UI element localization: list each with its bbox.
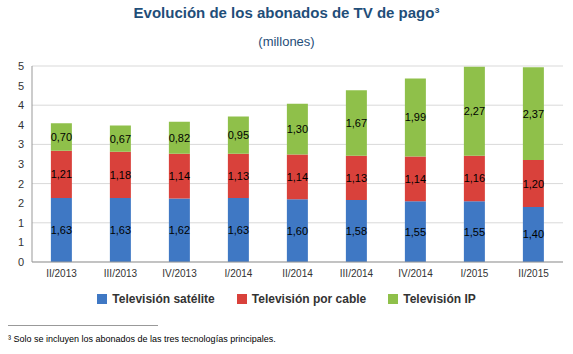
svg-text:0,82: 0,82	[169, 132, 190, 144]
svg-text:1,13: 1,13	[346, 172, 367, 184]
svg-text:1,13: 1,13	[228, 170, 249, 182]
svg-text:3: 3	[18, 138, 24, 150]
svg-text:2,37: 2,37	[523, 108, 544, 120]
svg-text:1,63: 1,63	[228, 224, 249, 236]
svg-text:1,99: 1,99	[405, 111, 426, 123]
svg-text:1,16: 1,16	[464, 172, 485, 184]
svg-text:1,21: 1,21	[51, 168, 72, 180]
svg-text:II/2014: II/2014	[282, 268, 313, 279]
svg-text:IV/2014: IV/2014	[398, 268, 433, 279]
svg-text:0: 0	[18, 256, 24, 268]
html-text:(millones): (millones)	[258, 34, 315, 49]
svg-text:1,62: 1,62	[169, 224, 190, 236]
svg-text:1,40: 1,40	[523, 228, 544, 240]
html-text:Televisión satélite: Televisión satélite	[112, 292, 215, 306]
svg-text:2: 2	[18, 197, 24, 209]
svg-text:5: 5	[18, 60, 24, 72]
svg-text:II/2013: II/2013	[46, 268, 77, 279]
svg-text:4: 4	[18, 99, 24, 111]
svg-text:1: 1	[18, 217, 24, 229]
svg-text:II/2015: II/2015	[518, 268, 549, 279]
svg-text:0,95: 0,95	[228, 129, 249, 141]
svg-text:1,67: 1,67	[346, 117, 367, 129]
html-text:Televisión por cable: Televisión por cable	[251, 292, 367, 306]
html-text:Televisión IP: Televisión IP	[403, 292, 476, 306]
svg-text:1,14: 1,14	[169, 170, 190, 182]
svg-text:5: 5	[18, 80, 24, 92]
svg-text:I/2014: I/2014	[225, 268, 253, 279]
svg-text:1,14: 1,14	[287, 171, 308, 183]
svg-text:1,18: 1,18	[110, 169, 131, 181]
svg-text:1,63: 1,63	[51, 224, 72, 236]
svg-text:3: 3	[18, 158, 24, 170]
svg-text:1,63: 1,63	[110, 224, 131, 236]
svg-text:4: 4	[18, 119, 24, 131]
svg-text:0,70: 0,70	[51, 131, 72, 143]
html-text:Evolución de los abonados de T: Evolución de los abonados de TV de pago³	[133, 4, 440, 21]
svg-text:0,67: 0,67	[110, 133, 131, 145]
svg-text:I/2015: I/2015	[461, 268, 489, 279]
svg-text:1: 1	[18, 236, 24, 248]
svg-text:1,55: 1,55	[464, 226, 485, 238]
svg-text:1,14: 1,14	[405, 173, 426, 185]
svg-text:2: 2	[18, 178, 24, 190]
html-text:³ Solo se incluyen los abonado: ³ Solo se incluyen los abonados de las t…	[8, 334, 276, 344]
svg-text:1,20: 1,20	[523, 178, 544, 190]
svg-text:1,60: 1,60	[287, 225, 308, 237]
svg-text:IV/2013: IV/2013	[162, 268, 197, 279]
svg-text:III/2014: III/2014	[340, 268, 374, 279]
svg-text:III/2013: III/2013	[104, 268, 138, 279]
svg-text:2,27: 2,27	[464, 105, 485, 117]
svg-text:1,55: 1,55	[405, 226, 426, 238]
svg-text:1,30: 1,30	[287, 123, 308, 135]
svg-text:1,58: 1,58	[346, 225, 367, 237]
